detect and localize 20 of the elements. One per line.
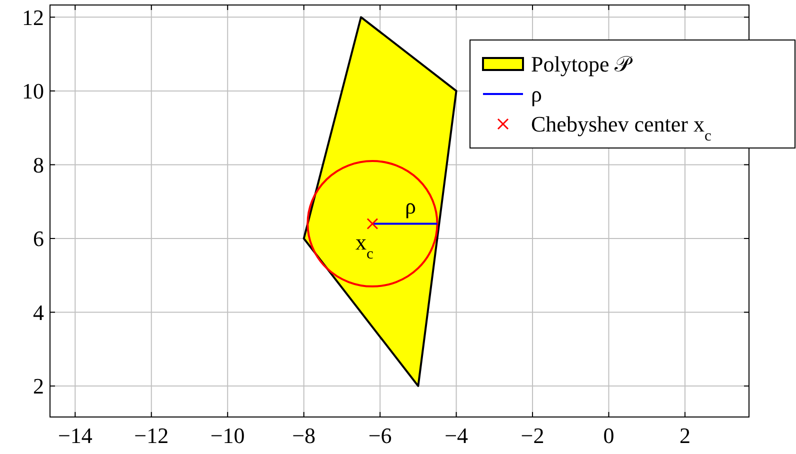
x-tick-label: −14 xyxy=(58,423,92,448)
y-tick-label: 10 xyxy=(22,78,44,104)
x-tick-label: −8 xyxy=(292,423,316,448)
y-tick-label: 6 xyxy=(33,226,44,252)
legend-label: ρ xyxy=(531,82,542,107)
x-tick-label: −10 xyxy=(210,423,245,448)
annotation: x$_{c}$ xyxy=(356,230,374,262)
x-tick-label: −4 xyxy=(444,423,468,448)
y-tick-label: 2 xyxy=(33,374,44,399)
x-tick-label: −2 xyxy=(520,423,544,448)
y-tick-label: 8 xyxy=(33,152,44,178)
legend-label: Polytope 𝒫 xyxy=(531,52,634,77)
annotation: ρ xyxy=(404,194,416,219)
y-tick-label: 12 xyxy=(22,4,44,30)
x-tick-label: −6 xyxy=(368,423,392,448)
y-tick-label: 4 xyxy=(33,300,44,325)
x-tick-label: −12 xyxy=(134,423,169,448)
legend-label: Chebyshev center x$_{c}$ xyxy=(531,112,712,144)
x-tick-label: 2 xyxy=(679,423,690,448)
x-tick-label: 0 xyxy=(603,423,614,448)
